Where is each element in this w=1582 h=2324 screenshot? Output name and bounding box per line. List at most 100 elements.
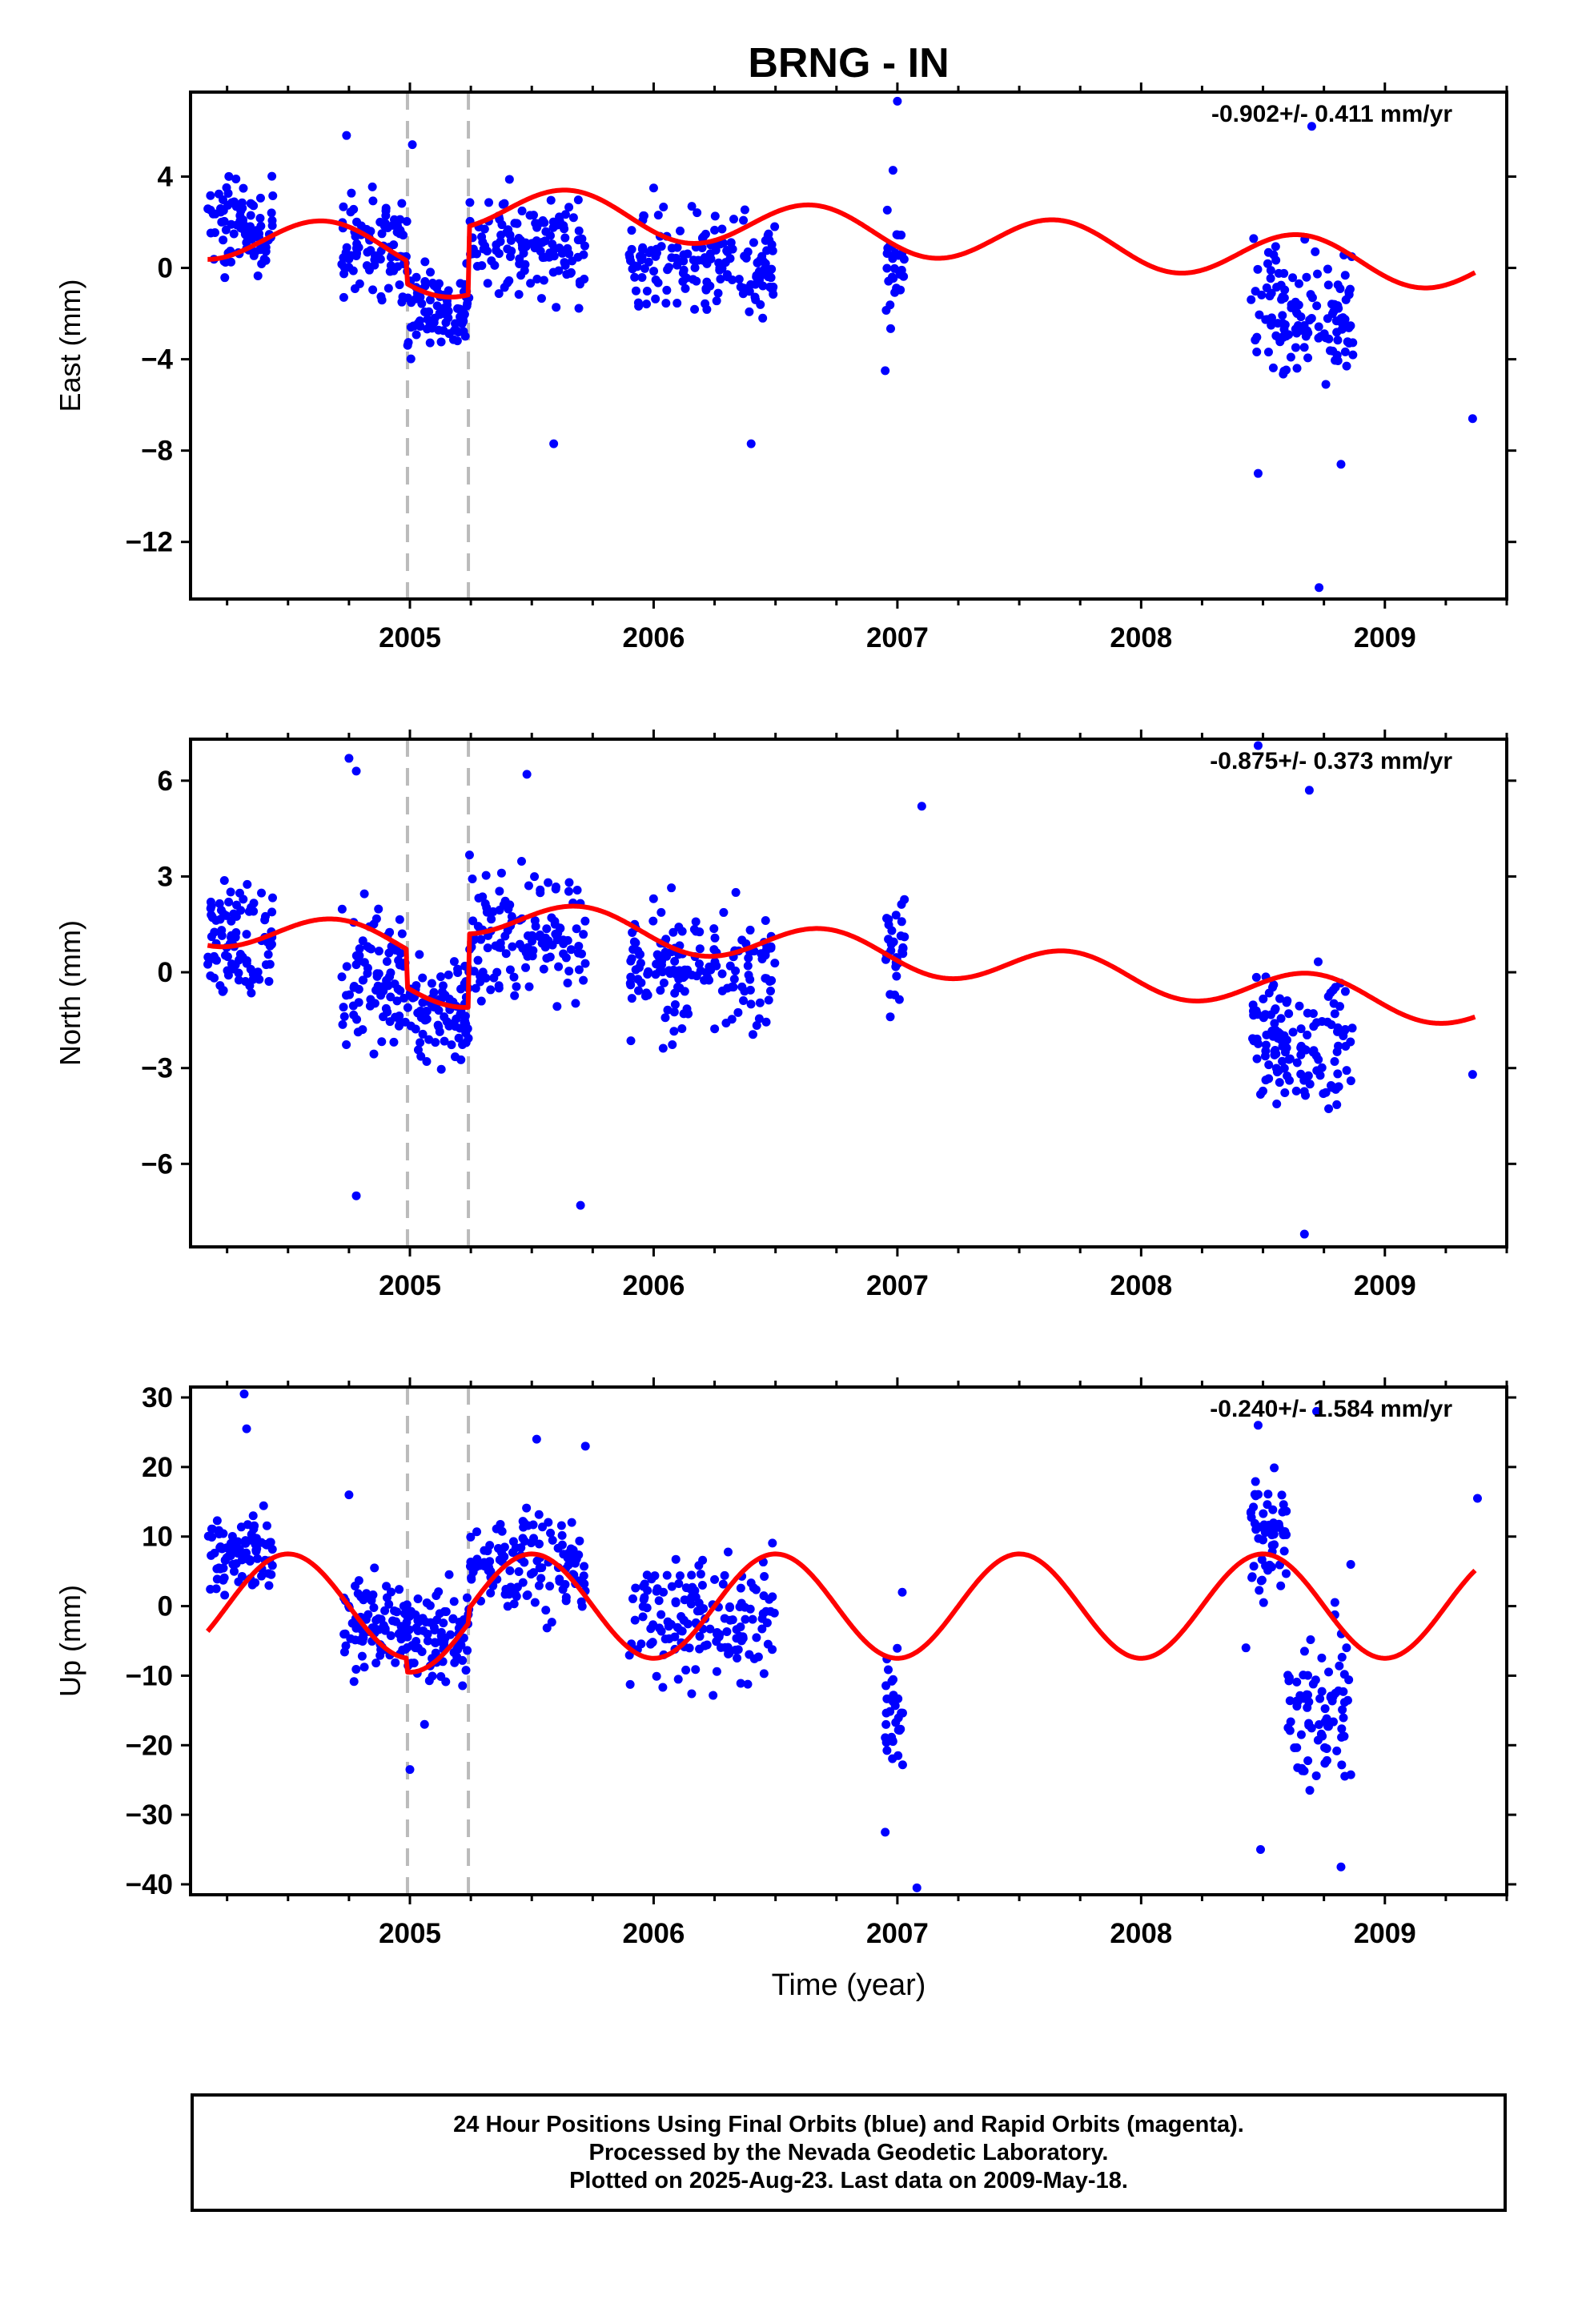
- points-east: [203, 96, 1477, 593]
- data-point: [673, 983, 682, 992]
- data-point: [644, 967, 653, 976]
- data-point: [536, 294, 546, 304]
- data-point: [1296, 1730, 1306, 1739]
- data-point: [574, 941, 584, 951]
- data-point: [207, 912, 217, 922]
- data-point: [531, 219, 540, 228]
- data-point: [677, 927, 687, 936]
- data-point: [462, 1593, 472, 1602]
- data-point: [677, 1612, 686, 1622]
- data-point: [559, 221, 568, 231]
- data-point: [1276, 1014, 1286, 1023]
- data-point: [382, 1593, 391, 1602]
- data-point: [400, 993, 409, 1003]
- data-point: [761, 951, 770, 960]
- data-point: [765, 235, 774, 245]
- data-point: [1330, 1056, 1339, 1066]
- data-point: [503, 244, 512, 254]
- data-point: [757, 1624, 767, 1634]
- y-tick-label: 30: [142, 1382, 173, 1413]
- data-point: [453, 328, 463, 337]
- data-point: [465, 198, 475, 207]
- data-point: [900, 932, 909, 942]
- data-point: [678, 277, 688, 287]
- y-tick-label: 4: [158, 162, 174, 193]
- data-point: [679, 1009, 689, 1019]
- data-point: [1259, 1535, 1268, 1545]
- data-point: [737, 982, 747, 991]
- data-point: [580, 1562, 589, 1571]
- data-point: [537, 939, 547, 948]
- data-point: [1275, 1078, 1284, 1088]
- data-point: [363, 969, 372, 979]
- data-point: [1296, 312, 1306, 322]
- data-point: [555, 1577, 564, 1586]
- data-point: [422, 1007, 432, 1016]
- data-point: [545, 1582, 555, 1591]
- data-point: [392, 1607, 402, 1617]
- data-point: [350, 284, 359, 294]
- data-point: [495, 887, 504, 896]
- data-point: [1317, 1063, 1327, 1072]
- data-point: [680, 1595, 689, 1605]
- data-point: [265, 941, 275, 951]
- data-point: [1259, 1598, 1268, 1607]
- data-point: [650, 1571, 660, 1581]
- data-point: [352, 951, 362, 961]
- data-point: [436, 337, 446, 347]
- data-point: [1294, 279, 1303, 288]
- data-point: [1318, 1731, 1327, 1741]
- data-point: [1304, 1697, 1314, 1707]
- data-point: [1324, 1104, 1334, 1114]
- data-point: [412, 981, 421, 991]
- data-point: [449, 1597, 459, 1606]
- data-point: [1314, 322, 1323, 332]
- data-point: [1305, 1786, 1315, 1795]
- data-point: [557, 1530, 567, 1540]
- data-point: [1296, 1043, 1306, 1052]
- data-point: [656, 1610, 666, 1619]
- data-point: [729, 975, 739, 984]
- data-point: [719, 907, 729, 917]
- data-point: [882, 263, 892, 273]
- data-point: [710, 957, 720, 967]
- data-point: [476, 971, 485, 981]
- data-point: [393, 262, 403, 271]
- data-point: [1291, 324, 1300, 334]
- data-point: [359, 889, 369, 899]
- data-point: [397, 929, 407, 939]
- data-point: [463, 1646, 472, 1655]
- data-point: [1303, 353, 1313, 363]
- data-point: [257, 1571, 267, 1581]
- data-point: [1279, 1530, 1288, 1540]
- data-point: [574, 226, 584, 235]
- data-point: [1340, 347, 1350, 356]
- data-point: [416, 322, 425, 332]
- data-point: [1344, 338, 1354, 348]
- data-point: [579, 975, 588, 985]
- data-point: [1315, 1694, 1325, 1703]
- data-point: [424, 1035, 434, 1044]
- data-point: [391, 1012, 400, 1022]
- data-point: [572, 886, 582, 895]
- data-point: [520, 1521, 530, 1530]
- data-point: [338, 1019, 347, 1029]
- y-tick-label: 20: [142, 1452, 173, 1483]
- data-point: [667, 1582, 677, 1591]
- data-point: [560, 260, 570, 270]
- data-point: [692, 276, 701, 286]
- data-point: [572, 924, 581, 934]
- data-point-outlier: [344, 754, 354, 763]
- data-point: [642, 1603, 652, 1613]
- data-point: [342, 962, 351, 971]
- x-tick-label: 2007: [866, 1270, 929, 1301]
- data-point: [662, 285, 672, 295]
- data-point: [364, 265, 374, 275]
- data-point-outlier: [351, 766, 361, 776]
- data-point: [476, 1561, 485, 1570]
- data-point: [428, 278, 437, 287]
- data-point: [219, 235, 228, 245]
- data-point: [630, 272, 640, 282]
- data-point: [501, 949, 511, 959]
